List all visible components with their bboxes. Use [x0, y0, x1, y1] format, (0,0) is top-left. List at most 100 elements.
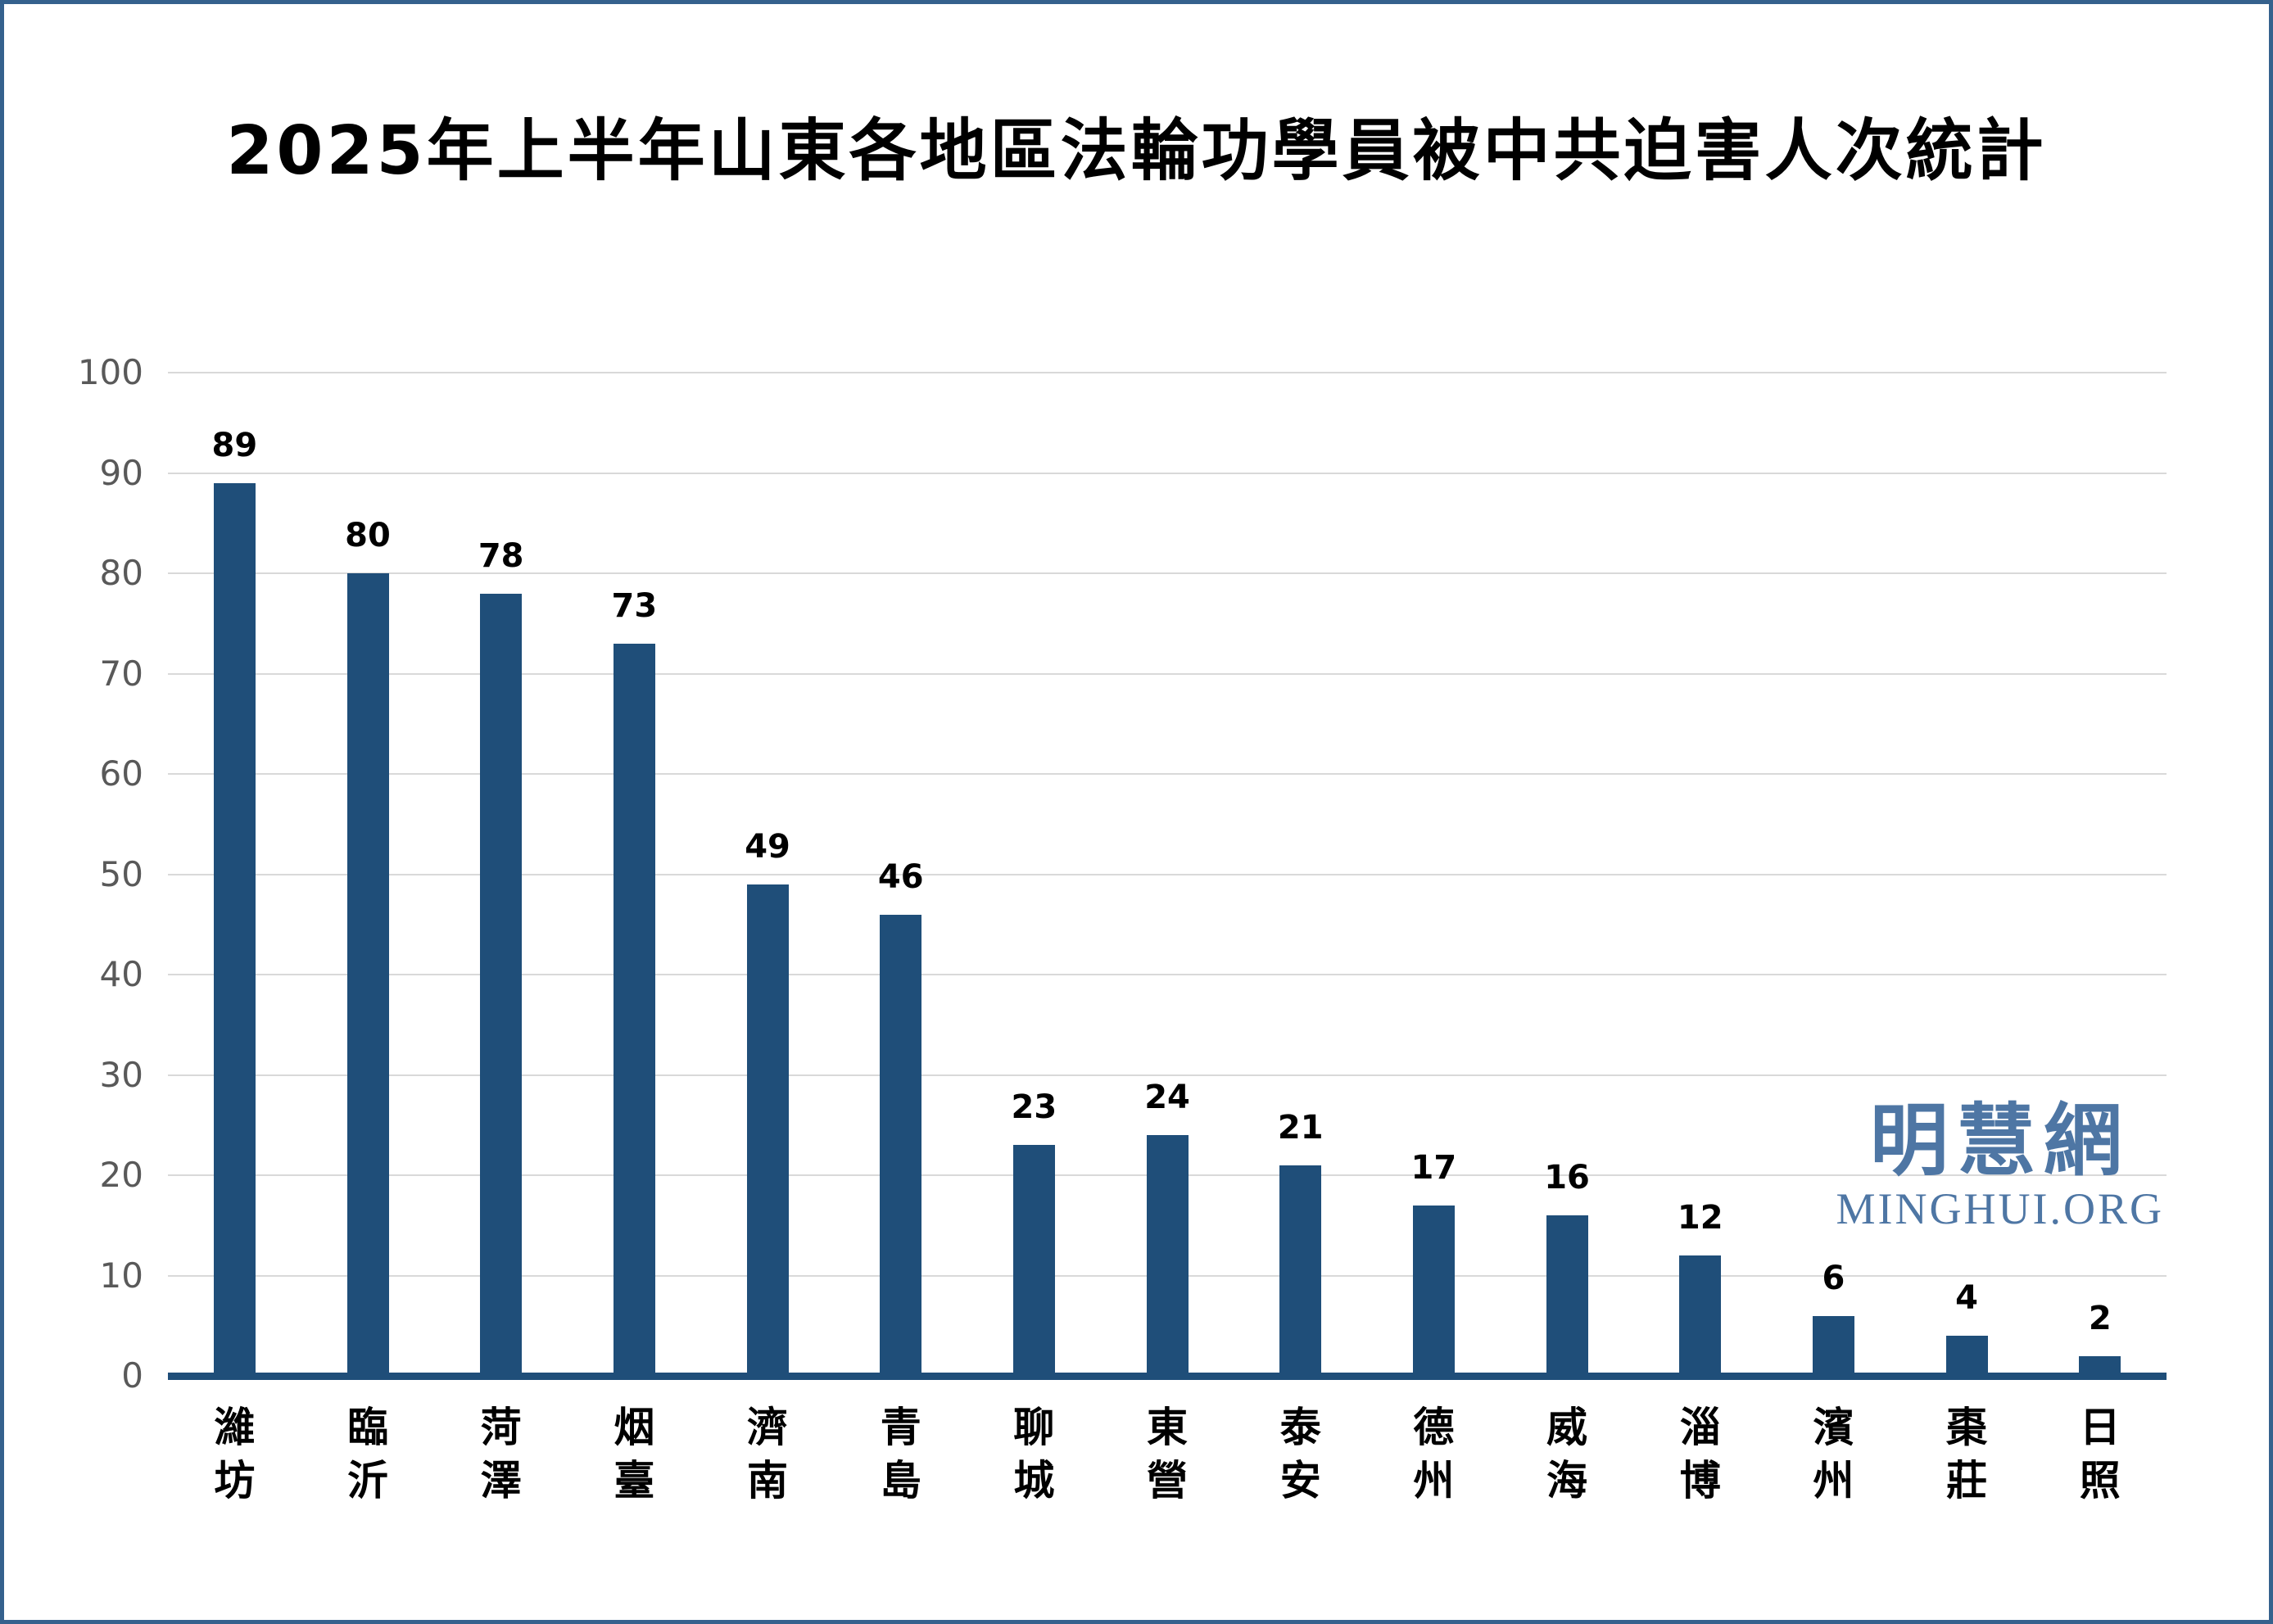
x-slot: 聊城: [967, 1401, 1101, 1508]
bar-slot: 73: [568, 373, 701, 1376]
bar: [1546, 1215, 1588, 1376]
bar-value-label: 89: [211, 426, 258, 464]
bar: [746, 884, 789, 1376]
x-category-label: 淄博: [1679, 1404, 1721, 1504]
y-tick-label: 90: [99, 452, 143, 493]
y-axis: 0 10 20 30 40 50 60 70 80 90 100: [37, 355, 143, 1393]
x-category-label: 臨沂: [347, 1404, 388, 1504]
gridline: [168, 572, 2167, 574]
bar-slot: 46: [834, 373, 967, 1376]
x-slot: 臨沂: [301, 1401, 435, 1508]
bar-value-label: 6: [1822, 1259, 1845, 1297]
x-slot: 淄博: [1633, 1401, 1767, 1508]
bar: [1279, 1165, 1322, 1376]
x-slot: 烟臺: [568, 1401, 701, 1508]
gridline: [168, 974, 2167, 975]
bar-value-label: 73: [611, 586, 658, 625]
bar-slot: 21: [1234, 373, 1367, 1376]
bar-value-label: 24: [1144, 1079, 1190, 1116]
y-tick-label: 60: [99, 753, 143, 794]
x-category-label: 東營: [1147, 1404, 1189, 1504]
x-category-label: 菏澤: [480, 1404, 522, 1504]
y-tick-label: 40: [99, 954, 143, 994]
bar: [1146, 1135, 1189, 1376]
chart-title: 2025年上半年山東各地區法輪功學員被中共迫害人次統計: [226, 112, 2047, 190]
bar: [1679, 1255, 1722, 1376]
bar-slot: 24: [1101, 373, 1234, 1376]
bar-slot: 49: [701, 373, 835, 1376]
x-category-label: 聊城: [1013, 1404, 1055, 1504]
x-category-label: 濟南: [747, 1404, 789, 1504]
bar-value-label: 80: [345, 517, 391, 554]
bar-value-label: 16: [1544, 1159, 1590, 1197]
y-tick-label: 30: [99, 1054, 143, 1095]
x-category-label: 棗莊: [1946, 1404, 1988, 1504]
bar-value-label: 2: [2088, 1299, 2112, 1337]
y-tick-label: 20: [99, 1155, 143, 1195]
bar: [880, 914, 922, 1376]
gridline: [168, 372, 2167, 373]
bar: [346, 573, 389, 1376]
bar-slot: 17: [1367, 373, 1501, 1376]
bar-value-label: 49: [745, 827, 790, 866]
x-slot: 濟南: [701, 1401, 835, 1508]
bar-slot: 80: [301, 373, 435, 1376]
y-tick-label: 50: [99, 853, 143, 894]
bar-slot: 89: [168, 373, 301, 1376]
x-slot: 濱州: [1767, 1401, 1900, 1508]
x-slot: 濰坊: [168, 1401, 301, 1508]
x-category-label: 日照: [2079, 1404, 2121, 1504]
gridline: [168, 672, 2167, 675]
x-category-label: 濰坊: [214, 1404, 256, 1504]
y-tick-label: 80: [99, 553, 143, 593]
watermark-cjk-text: 明慧網: [1869, 1095, 2130, 1187]
gridline: [168, 1074, 2167, 1076]
x-slot: 菏澤: [434, 1401, 568, 1508]
x-slot: 德州: [1367, 1401, 1501, 1508]
bar: [1012, 1145, 1055, 1376]
bar-value-label: 23: [1011, 1088, 1057, 1127]
bar-value-label: 17: [1410, 1148, 1457, 1187]
bar: [1412, 1205, 1455, 1376]
y-tick-label: 10: [99, 1255, 143, 1296]
bars-row: 89 80 78 73 49 46 23 24 21 17 16 12 6 4 2: [168, 373, 2167, 1376]
bar-slot: 4: [1900, 373, 2034, 1376]
bar: [1945, 1336, 1988, 1376]
y-tick-label: 0: [121, 1355, 143, 1396]
bar-slot: 16: [1501, 373, 1634, 1376]
x-category-label: 威海: [1546, 1404, 1588, 1504]
x-slot: 威海: [1501, 1401, 1634, 1508]
x-slot: 東營: [1101, 1401, 1234, 1508]
bar-value-label: 4: [1955, 1279, 1978, 1317]
x-slot: 日照: [2033, 1401, 2167, 1508]
x-category-label: 德州: [1413, 1404, 1455, 1504]
bar: [2079, 1355, 2121, 1376]
plot-area: 89 80 78 73 49 46 23 24 21 17 16 12 6 4 2: [168, 372, 2167, 1380]
bar-value-label: 78: [478, 536, 524, 575]
bar-value-label: 12: [1677, 1199, 1723, 1237]
gridline: [168, 773, 2167, 775]
watermark-latin-text: MINGHUI.ORG: [1836, 1183, 2164, 1233]
x-axis-line: [168, 1373, 2167, 1380]
gridline: [168, 472, 2167, 474]
bar-slot: 2: [2033, 373, 2167, 1376]
x-axis: 濰坊 臨沂 菏澤 烟臺 濟南 青島 聊城 東營 泰安 德州 威海 淄博 濱州 棗莊 日照: [168, 1401, 2167, 1508]
watermark: 明慧網 MINGHUI.ORG: [1836, 1100, 2164, 1232]
bar-value-label: 46: [877, 857, 924, 896]
gridline: [168, 873, 2167, 875]
x-category-label: 烟臺: [614, 1404, 655, 1504]
bar-slot: 23: [967, 373, 1101, 1376]
bar-slot: 12: [1633, 373, 1767, 1376]
x-slot: 泰安: [1234, 1401, 1367, 1508]
bar-slot: 78: [434, 373, 568, 1376]
bar: [213, 482, 256, 1376]
bar-slot: 6: [1767, 373, 1900, 1376]
x-category-label: 泰安: [1279, 1404, 1321, 1504]
x-category-label: 青島: [880, 1404, 921, 1504]
y-tick-label: 100: [77, 352, 143, 392]
bar: [613, 643, 655, 1376]
x-slot: 青島: [834, 1401, 967, 1508]
bar: [1812, 1315, 1854, 1376]
bar-value-label: 21: [1277, 1108, 1324, 1147]
